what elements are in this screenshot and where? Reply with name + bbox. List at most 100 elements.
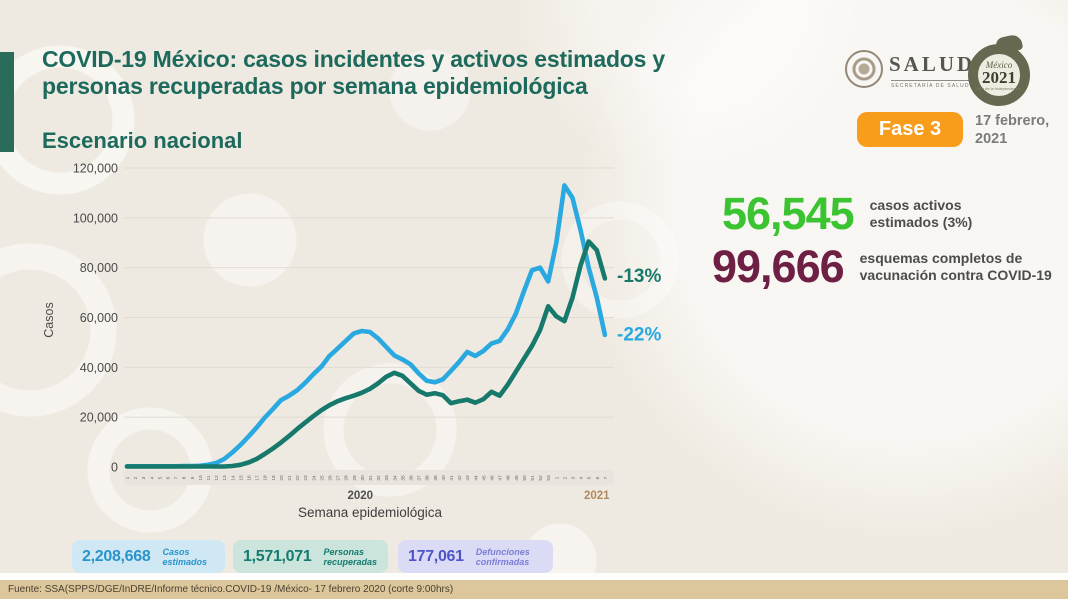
accent-bar: [0, 52, 14, 152]
estimated-cases-label: Casos estimados: [162, 546, 208, 567]
week-tick-label: 7: [174, 476, 180, 479]
week-tick-label: 4: [579, 476, 585, 479]
page-subtitle: Escenario nacional: [42, 128, 243, 153]
y-tick-label: 20,000: [80, 411, 118, 425]
week-tick-label: 26: [328, 475, 334, 481]
week-tick-label: 32: [376, 475, 382, 481]
salud-rule: [891, 80, 977, 81]
page-title-line1: COVID-19 México: casos incidentes y acti…: [42, 46, 666, 72]
week-tick-label: 53: [546, 475, 552, 481]
year-label: 2021: [584, 490, 610, 502]
week-tick-label: 52: [538, 475, 544, 481]
y-tick-label: 120,000: [73, 162, 118, 176]
active-cases-label: casos activos estimados (3%): [869, 197, 973, 230]
active-cases-stat: 56,545 casos activos estimados (3%): [722, 191, 973, 236]
week-tick-label: 50: [522, 475, 528, 481]
series-line-casos-estimados: [124, 183, 608, 469]
week-tick-label: 16: [247, 475, 253, 481]
week-tick-label: 48: [506, 475, 512, 481]
week-tick-label: 2: [133, 476, 139, 479]
week-tick-label: 13: [222, 475, 228, 481]
week-tick-label: 29: [352, 475, 358, 481]
report-date: 17 febrero, 2021: [975, 112, 1049, 148]
week-tick-label: 3: [141, 476, 147, 479]
week-tick-label: 24: [311, 475, 317, 481]
week-tick-label: 11: [206, 475, 212, 480]
week-tick-label: 38: [425, 475, 431, 481]
week-tick-label: 27: [336, 475, 342, 481]
week-tick-label: 36: [409, 475, 415, 481]
vaccination-value: 99,666: [712, 241, 845, 292]
week-tick-label: 8: [182, 476, 188, 479]
week-tick-label: 37: [417, 475, 423, 481]
salud-logo: SALUD SECRETARÍA DE SALUD: [845, 44, 990, 96]
salud-wordmark: SALUD: [889, 52, 976, 76]
estimated-cases-pill: 2,208,668 Casos estimados: [72, 540, 225, 573]
week-tick-label: 49: [514, 475, 520, 481]
recovered-value: 1,571,071: [243, 547, 312, 565]
week-tick-label: 7: [603, 476, 609, 479]
estimated-cases-value: 2,208,668: [82, 547, 151, 565]
mexico-sub-text: Año de la Independencia: [976, 86, 1022, 91]
report-date-line2: 2021: [975, 131, 1008, 147]
week-tick-label: 39: [433, 475, 439, 481]
week-tick-label: 3: [571, 476, 577, 479]
series-line-personas-recuperadas: [124, 239, 608, 469]
week-tick-label: 28: [344, 475, 350, 481]
recovered-pill: 1,571,071 Personas recuperadas: [233, 540, 388, 573]
mexico-year-text: 2021: [982, 68, 1016, 87]
week-tick-label: 34: [392, 475, 398, 481]
y-tick-label: 40,000: [80, 361, 118, 375]
y-axis-title: Casos: [42, 302, 56, 337]
week-tick-label: 23: [303, 475, 309, 481]
week-tick-label: 6: [595, 476, 601, 479]
deaths-value: 177,061: [408, 547, 464, 565]
y-tick-label: 0: [111, 461, 118, 475]
week-tick-label: 9: [190, 476, 196, 479]
week-tick-label: 17: [255, 475, 261, 481]
recovered-label: Personas recuperadas: [323, 546, 378, 567]
epidemic-curve-chart: 0 20,000 40,000 60,000 80,000 100,000 120,000 1…: [42, 162, 661, 521]
week-tick-label: 10: [198, 475, 204, 481]
y-tick-label: 60,000: [80, 311, 118, 325]
week-tick-label: 42: [457, 475, 463, 481]
week-tick-label: 41: [449, 475, 455, 481]
page-title: COVID-19 México: casos incidentes y acti…: [42, 46, 832, 100]
week-tick-label: 1: [125, 476, 131, 479]
week-tick-label: 47: [498, 475, 504, 481]
x-axis-title: Semana epidemiológica: [298, 505, 443, 520]
week-tick-label: 1: [554, 476, 560, 479]
week-tick-label: 21: [287, 475, 293, 481]
deaths-pill: 177,061 Defunciones confirmadas: [398, 540, 553, 573]
x-axis-strip: [124, 470, 614, 485]
source-footer: Fuente: SSA(SPPS/DGE/InDRE/Informe técni…: [0, 580, 1068, 599]
mexico-script-text: México: [985, 60, 1013, 70]
deaths-label: Defunciones confirmadas: [475, 546, 530, 567]
phase-badge: Fase 3: [857, 112, 963, 147]
report-date-line1: 17 febrero,: [975, 113, 1050, 129]
week-tick-label: 45: [481, 475, 487, 481]
week-tick-label: 33: [384, 475, 390, 481]
vaccination-stat: 99,666 esquemas completos de vacunación …: [712, 241, 1052, 292]
week-tick-label: 5: [157, 476, 163, 479]
week-tick-label: 19: [271, 475, 277, 481]
week-tick-label: 31: [368, 475, 374, 481]
vaccination-label: esquemas completos de vacunación contra …: [859, 250, 1052, 283]
week-tick-label: 14: [230, 475, 236, 481]
chart-area: 0 20,000 40,000 60,000 80,000 100,000 120,000 1…: [40, 158, 685, 521]
week-tick-label: 30: [360, 475, 366, 481]
week-tick-label: 40: [441, 475, 447, 481]
week-tick-label: 6: [166, 476, 172, 479]
week-tick-label: 5: [587, 476, 593, 479]
week-tick-label: 43: [465, 475, 471, 481]
week-tick-label: 44: [473, 475, 479, 481]
salud-secretaria-text: SECRETARÍA DE SALUD: [891, 83, 970, 89]
annotation--13%: -13%: [617, 266, 661, 287]
mexico-2021-logo: México 2021 Año de la Independencia: [966, 33, 1038, 110]
week-tick-label: 12: [214, 475, 220, 481]
serpent-ring-icon: [968, 44, 1030, 106]
week-tick-label: 46: [490, 475, 496, 481]
week-tick-label: 18: [263, 475, 269, 481]
week-tick-label: 15: [238, 475, 244, 481]
